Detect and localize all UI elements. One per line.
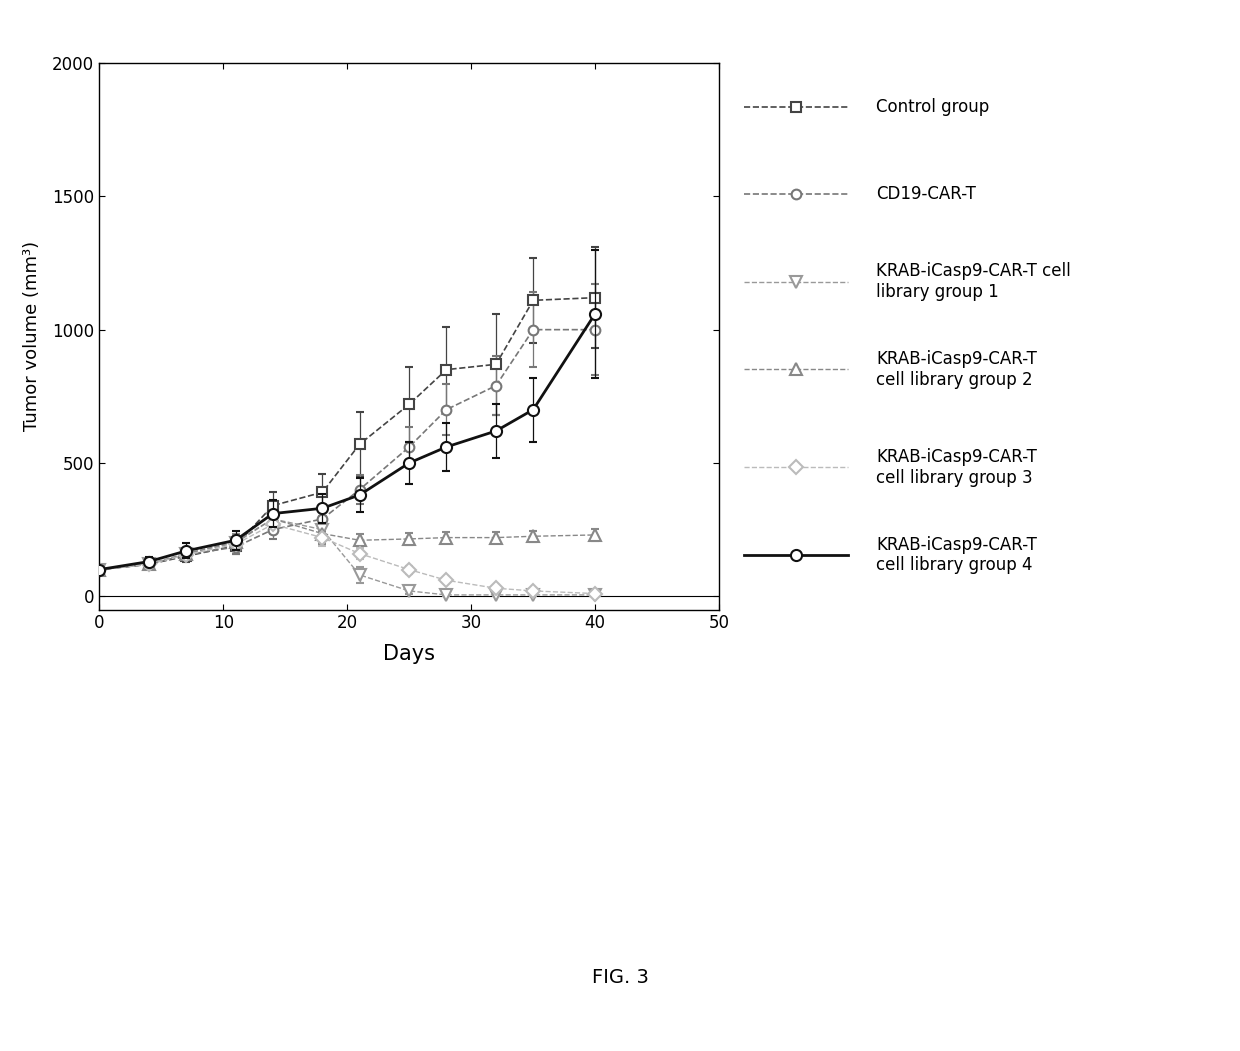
Text: KRAB-iCasp9-CAR-T
cell library group 2: KRAB-iCasp9-CAR-T cell library group 2	[875, 350, 1037, 389]
Text: KRAB-iCasp9-CAR-T
cell library group 3: KRAB-iCasp9-CAR-T cell library group 3	[875, 448, 1037, 487]
Text: KRAB-iCasp9-CAR-T
cell library group 4: KRAB-iCasp9-CAR-T cell library group 4	[875, 536, 1037, 574]
Text: FIG. 3: FIG. 3	[591, 968, 649, 987]
Text: Control group: Control group	[875, 98, 990, 116]
Text: CD19-CAR-T: CD19-CAR-T	[875, 185, 976, 203]
Y-axis label: Tumor volume (mm³): Tumor volume (mm³)	[24, 242, 41, 431]
X-axis label: Days: Days	[383, 643, 435, 663]
Text: KRAB-iCasp9-CAR-T cell
library group 1: KRAB-iCasp9-CAR-T cell library group 1	[875, 263, 1070, 301]
